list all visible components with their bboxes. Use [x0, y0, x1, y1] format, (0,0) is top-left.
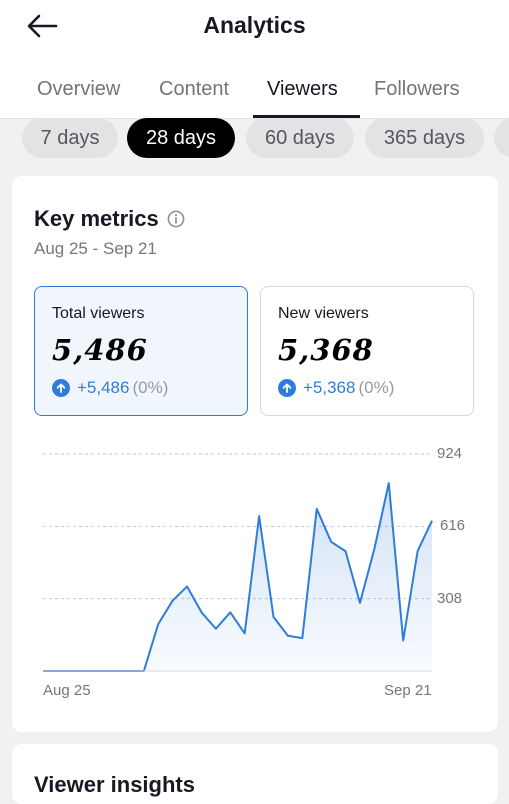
filter-60-days[interactable]: 60 days — [246, 118, 354, 158]
tab-overview[interactable]: Overview — [37, 78, 121, 100]
change-percent: (0%) — [132, 378, 169, 397]
back-button[interactable] — [22, 8, 62, 44]
date-filter-bar: 7 days 28 days 60 days 365 days — [0, 118, 509, 164]
filter-7-days[interactable]: 7 days — [22, 118, 118, 158]
metric-change: +5,486 (0%) — [52, 378, 168, 398]
page-title: Analytics — [203, 12, 306, 38]
change-percent: (0%) — [358, 378, 395, 397]
active-tab-indicator — [253, 115, 360, 118]
key-metrics-card: Key metrics Aug 25 - Sep 21 Total viewer… — [12, 176, 498, 732]
key-metrics-title: Key metrics — [34, 206, 159, 231]
filter-partial[interactable] — [494, 118, 509, 158]
y-tick-label: 616 — [440, 517, 466, 534]
viewer-insights-card: Viewer insights — [12, 744, 498, 804]
y-tick-label: 924 — [437, 445, 463, 462]
tab-bar: Overview Content Viewers Followers L — [0, 60, 509, 119]
tab-viewers[interactable]: Viewers — [267, 78, 338, 100]
viewer-insights-title: Viewer insights — [34, 772, 195, 797]
chart-svg — [43, 453, 433, 672]
up-arrow-icon — [278, 379, 296, 397]
metric-value: 5,486 — [52, 333, 148, 367]
tab-overflow-fade — [469, 60, 509, 118]
metric-label: Total viewers — [52, 305, 145, 322]
chart-area-fill — [43, 483, 432, 671]
new-viewers-card[interactable]: New viewers 5,368 +5,368 (0%) — [260, 286, 474, 416]
change-value: +5,368 — [303, 378, 356, 397]
date-range: Aug 25 - Sep 21 — [34, 239, 157, 258]
y-tick-label: 308 — [437, 590, 463, 607]
total-viewers-card[interactable]: Total viewers 5,486 +5,486 (0%) — [34, 286, 248, 416]
change-value: +5,486 — [77, 378, 130, 397]
tab-content[interactable]: Content — [159, 78, 230, 100]
metric-change: +5,368 (0%) — [278, 378, 394, 398]
viewers-chart[interactable]: 924 616 308 Aug 25 Sep 21 — [12, 434, 498, 724]
info-icon[interactable] — [167, 210, 185, 228]
metric-value: 5,368 — [278, 333, 374, 367]
up-arrow-icon — [52, 379, 70, 397]
metric-label: New viewers — [278, 305, 369, 322]
x-tick-label: Aug 25 — [43, 682, 91, 699]
top-bar: Analytics — [0, 0, 509, 60]
filter-28-days[interactable]: 28 days — [127, 118, 235, 158]
back-arrow-icon — [27, 14, 58, 38]
filter-365-days[interactable]: 365 days — [365, 118, 484, 158]
x-tick-label: Sep 21 — [384, 682, 432, 699]
tab-followers[interactable]: Followers — [374, 78, 460, 100]
